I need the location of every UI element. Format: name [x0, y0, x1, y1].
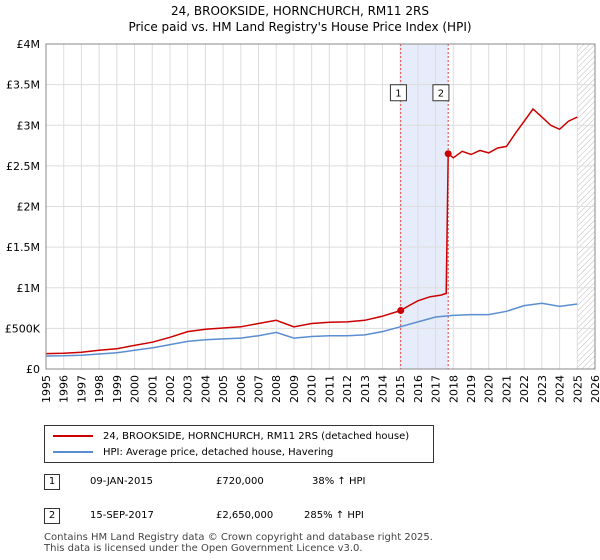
x-tick-label: 1997 [75, 375, 88, 403]
x-tick-label: 2006 [235, 375, 248, 403]
transaction-price: £720,000 [216, 476, 264, 487]
legend-label-hpi: HPI: Average price, detached house, Have… [103, 446, 334, 458]
x-tick-label: 2002 [164, 375, 177, 403]
y-tick-label: £3.5M [6, 79, 40, 92]
x-tick-label: 2001 [146, 375, 159, 403]
chart-subtitle: Price paid vs. HM Land Registry's House … [128, 20, 472, 34]
x-tick-label: 2010 [306, 375, 319, 403]
sale-point [397, 307, 405, 314]
x-tick-label: 2015 [394, 375, 407, 403]
x-tick-label: 2016 [412, 375, 425, 403]
transaction-date: 15-SEP-2017 [90, 510, 154, 521]
y-tick-label: £1.5M [6, 241, 40, 254]
sale-point [444, 150, 452, 158]
x-tick-label: 2017 [430, 375, 443, 403]
property-series-line [45, 107, 578, 355]
chart-legend: 24, BROOKSIDE, HORNCHURCH, RM11 2RS (det… [44, 425, 434, 463]
x-tick-label: 2013 [359, 375, 372, 403]
x-tick-label: 2014 [376, 375, 389, 403]
x-tick-label: 2018 [447, 375, 460, 403]
x-tick-label: 2011 [323, 375, 336, 403]
x-tick-label: 2021 [500, 375, 513, 403]
legend-label-property: 24, BROOKSIDE, HORNCHURCH, RM11 2RS (det… [103, 430, 410, 442]
legend-swatch-red [53, 435, 93, 437]
annotation-label: 1 [395, 88, 401, 99]
annotation-box [389, 84, 407, 102]
x-tick-label: 2003 [182, 375, 195, 403]
x-tick-label: 2000 [129, 375, 142, 403]
annotation-box [432, 84, 450, 102]
annotation-label: 2 [438, 88, 444, 99]
y-tick-label: £2M [17, 201, 41, 214]
transaction-badge: 2 [44, 508, 60, 524]
y-tick-label: £0 [26, 363, 40, 376]
x-tick-label: 2023 [536, 375, 549, 403]
x-tick-label: 2019 [465, 375, 478, 403]
x-tick-label: 2004 [199, 375, 212, 403]
transaction-hpi: 285% ↑ HPI [304, 510, 364, 521]
plot-border [45, 43, 596, 370]
x-tick-label: 2005 [217, 375, 230, 403]
hpi-series-line [45, 302, 578, 357]
x-tick-label: 2024 [554, 375, 567, 403]
y-tick-label: £3M [17, 119, 41, 132]
x-tick-label: 1995 [40, 375, 53, 403]
x-tick-label: 2012 [341, 375, 354, 403]
x-tick-label: 2022 [518, 375, 531, 403]
legend-item-hpi: HPI: Average price, detached house, Have… [53, 444, 333, 460]
legend-swatch-blue [53, 451, 93, 453]
chart-title: 24, BROOKSIDE, HORNCHURCH, RM11 2RS [171, 4, 429, 18]
y-tick-label: £4M [17, 38, 41, 51]
y-tick-label: £2.5M [6, 160, 40, 173]
x-tick-label: 2009 [288, 375, 301, 403]
transaction-badge: 1 [44, 474, 60, 490]
x-tick-label: 2020 [483, 375, 496, 403]
x-tick-label: 2007 [253, 375, 266, 403]
x-tick-label: 1999 [111, 375, 124, 403]
x-tick-label: 2025 [571, 375, 584, 403]
transaction-price: £2,650,000 [216, 510, 274, 521]
x-tick-label: 2008 [270, 375, 283, 403]
footer-copyright: Contains HM Land Registry data © Crown c… [44, 532, 433, 543]
y-tick-label: £1M [17, 282, 41, 295]
y-tick-label: £500K [5, 322, 41, 335]
x-tick-label: 1996 [58, 375, 71, 403]
x-tick-label: 2026 [589, 375, 600, 403]
legend-item-property: 24, BROOKSIDE, HORNCHURCH, RM11 2RS (det… [53, 428, 409, 444]
transaction-date: 09-JAN-2015 [90, 476, 154, 487]
transaction-hpi: 38% ↑ HPI [312, 476, 366, 487]
x-tick-label: 1998 [93, 375, 106, 403]
footer-license: This data is licensed under the Open Gov… [44, 543, 363, 554]
price-chart: 1 2 £0 £500K £1M £1.5M £2M £2.5M £3M £3.5M £4M 1995… [5, 38, 600, 403]
